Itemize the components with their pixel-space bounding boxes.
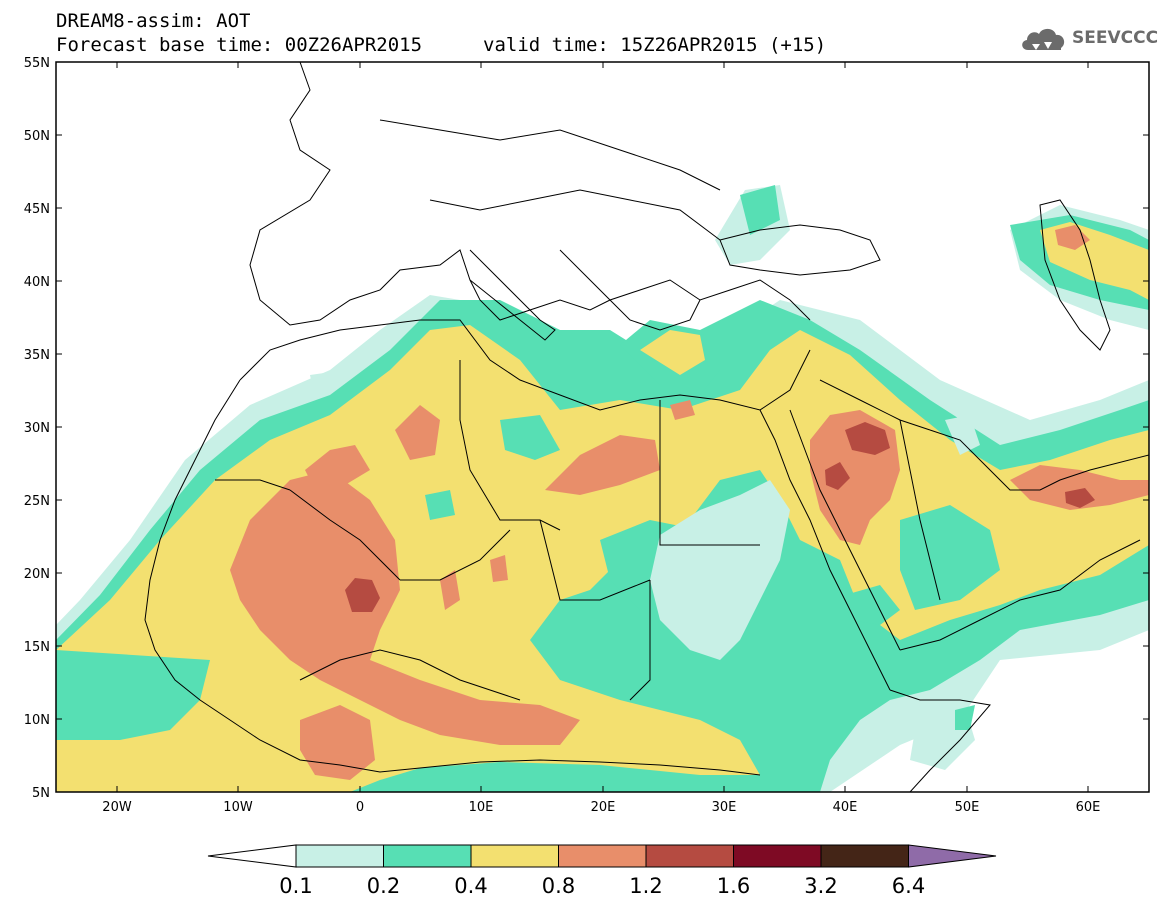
- lat-label: 5N: [32, 786, 50, 801]
- lon-label: 20W: [102, 800, 132, 815]
- colorbar-label: 1.6: [717, 874, 750, 898]
- colorbar-label: 0.8: [542, 874, 575, 898]
- lat-label: 45N: [24, 202, 50, 217]
- aot-band-0.4-0.8: [56, 222, 1149, 792]
- lat-label: 55N: [24, 56, 50, 71]
- lat-label: 35N: [24, 348, 50, 363]
- colorbar-box: [558, 844, 647, 868]
- aot-field: [56, 185, 1149, 792]
- aot-band-1.2-1.6: [345, 422, 1095, 612]
- colorbar-box: [733, 844, 822, 868]
- colorbar-label: 1.2: [629, 874, 662, 898]
- colorbar-label: 0.4: [454, 874, 487, 898]
- colorbar-label: 0.1: [279, 874, 312, 898]
- colorbar-box: [383, 844, 472, 868]
- lat-label: 15N: [24, 640, 50, 655]
- lat-label: 25N: [24, 494, 50, 509]
- colorbar-label: 0.2: [367, 874, 400, 898]
- colorbar-label: 3.2: [804, 874, 837, 898]
- colorbar-box: [470, 844, 559, 868]
- colorbar-upper-triangle: [908, 844, 997, 868]
- colorbar: 0.1 0.2 0.4 0.8 1.2 1.6 3.2 6.4: [207, 844, 997, 898]
- lon-label: 10E: [469, 800, 494, 815]
- map-title: DREAM8-assim: AOT: [56, 10, 251, 32]
- colorbar-lower-triangle: [207, 844, 297, 868]
- lat-label: 10N: [24, 713, 50, 728]
- aot-band-0.8-1.2: [230, 225, 1149, 780]
- lat-label: 30N: [24, 421, 50, 436]
- lon-label: 40E: [833, 800, 858, 815]
- aot-band-0.1-0.2-pockets: [650, 415, 980, 660]
- lon-label: 10W: [223, 800, 253, 815]
- lat-label: 20N: [24, 567, 50, 582]
- valid-time: valid time: 15Z26APR2015 (+15): [483, 34, 827, 56]
- longitude-axis: 20W 10W 0 10E 20E 30E 40E 50E 60E: [102, 62, 1100, 815]
- colorbar-box: [820, 844, 909, 868]
- lat-label: 40N: [24, 275, 50, 290]
- colorbar-box: [295, 844, 384, 868]
- forecast-base-time: Forecast base time: 00Z26APR2015: [56, 34, 423, 56]
- lon-label: 30E: [712, 800, 737, 815]
- latitude-axis: 5N 10N 15N 20N 25N 30N 35N 40N 45N 50N 5…: [24, 56, 1149, 801]
- lon-label: 0: [356, 800, 364, 815]
- lon-label: 60E: [1076, 800, 1101, 815]
- coastlines: [144, 62, 1149, 792]
- lat-label: 50N: [24, 129, 50, 144]
- cloud-icon: [1022, 28, 1065, 50]
- colorbar-label: 6.4: [892, 874, 925, 898]
- lon-label: 20E: [591, 800, 616, 815]
- seevccc-logo: SEEVCCC: [1018, 22, 1158, 58]
- logo-text: SEEVCCC: [1072, 28, 1159, 48]
- colorbar-box: [645, 844, 734, 868]
- lon-label: 50E: [955, 800, 980, 815]
